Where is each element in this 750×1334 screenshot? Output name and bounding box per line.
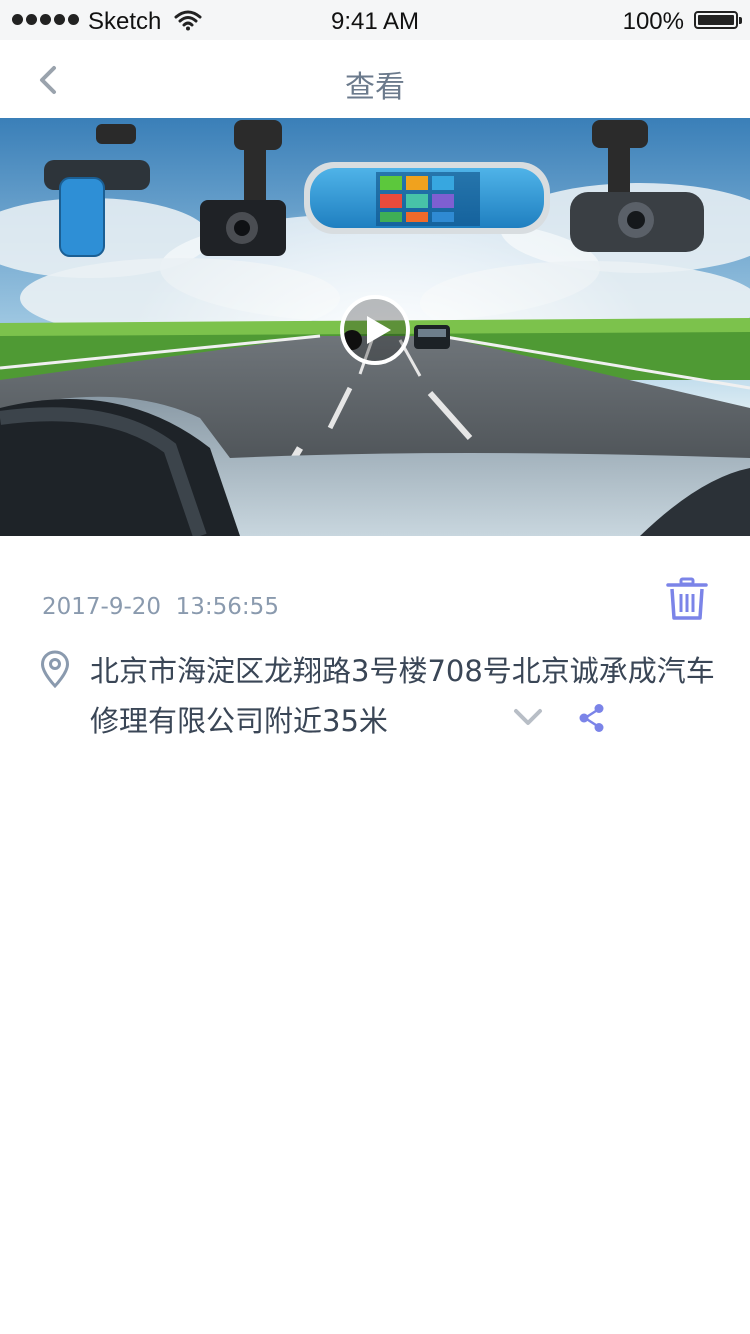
- chevron-down-icon: [514, 709, 542, 725]
- signal-strength-icon: [12, 14, 79, 25]
- status-time: 9:41 AM: [330, 8, 420, 35]
- record-datetime: 2017-9-20 13:56:55: [42, 594, 279, 620]
- status-bar: Sketch 9:41 AM 100%: [0, 0, 750, 40]
- trash-icon: [666, 577, 708, 620]
- video-player[interactable]: [0, 118, 750, 536]
- expand-button[interactable]: [512, 704, 544, 730]
- battery-icon: [694, 11, 742, 29]
- share-button[interactable]: [576, 702, 608, 734]
- navigation-bar: 查看: [0, 40, 750, 118]
- carrier-name: Sketch: [88, 8, 162, 35]
- battery-percentage: 100%: [622, 8, 684, 35]
- page-title: 查看: [345, 70, 405, 105]
- play-icon[interactable]: [339, 294, 411, 366]
- delete-button[interactable]: [664, 576, 710, 622]
- chevron-left-icon: [40, 66, 56, 94]
- record-address: 北京市海淀区龙翔路3号楼708号北京诚承成汽车修理有限公司附近35米: [90, 654, 715, 738]
- share-icon: [579, 704, 604, 732]
- back-button[interactable]: [30, 58, 70, 102]
- location-pin-icon: [40, 650, 70, 688]
- wifi-icon: [174, 10, 202, 31]
